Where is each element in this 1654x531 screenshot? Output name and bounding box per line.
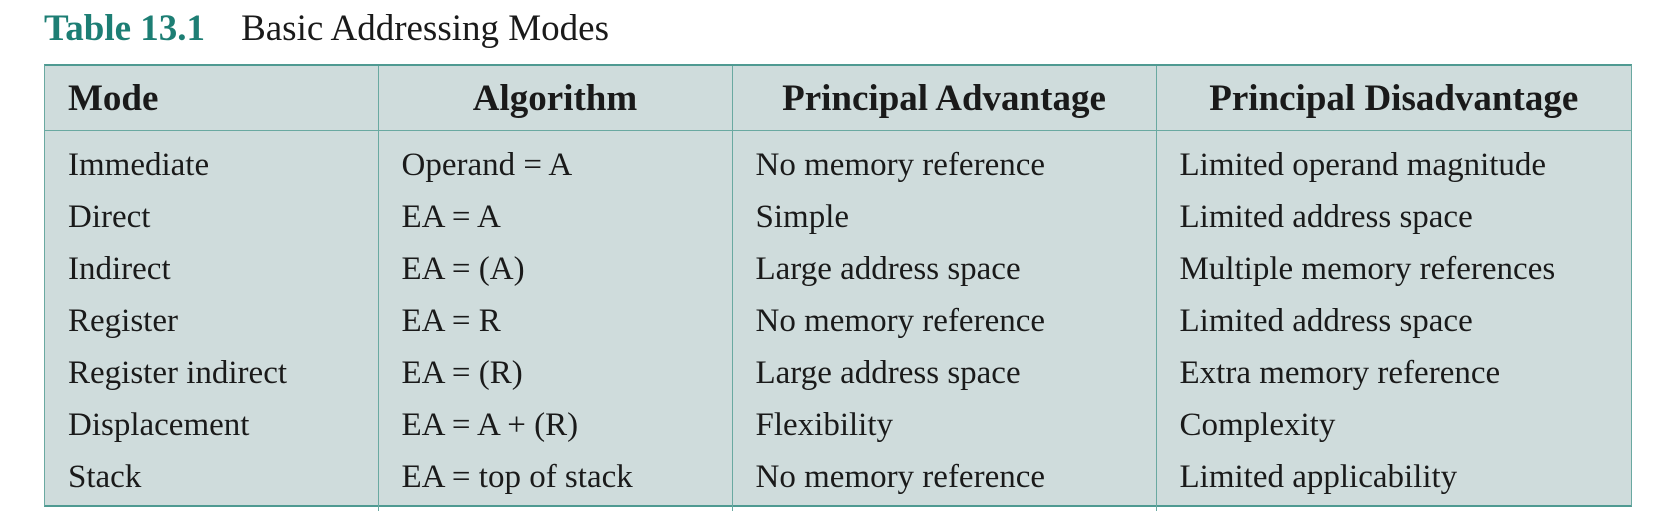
header-algorithm: Algorithm xyxy=(377,66,732,131)
table-row: Direct EA = A Simple Limited address spa… xyxy=(45,191,1631,243)
table: Mode Algorithm Principal Advantage Princ… xyxy=(45,66,1631,511)
cell-disadvantage: Multiple memory references xyxy=(1155,243,1631,295)
cell-advantage: No memory reference xyxy=(731,130,1156,191)
cell-algorithm: Operand = A xyxy=(377,130,732,191)
cell-mode: Register xyxy=(68,302,178,339)
cell-advantage: No memory reference xyxy=(731,451,1156,511)
cell-algorithm: EA = (A) xyxy=(377,243,732,295)
addressing-modes-table: Mode Algorithm Principal Advantage Princ… xyxy=(44,64,1632,511)
table-row: Immediate Operand = A No memory referenc… xyxy=(45,130,1631,191)
header-principal-disadvantage: Principal Disadvantage xyxy=(1155,66,1631,131)
table-row: Register EA = R No memory reference Limi… xyxy=(45,295,1631,347)
table-row: Stack EA = top of stack No memory refere… xyxy=(45,451,1631,511)
header-mode: Mode xyxy=(45,66,378,131)
header-row: Mode Algorithm Principal Advantage Princ… xyxy=(45,66,1631,131)
cell-disadvantage: Limited applicability xyxy=(1155,451,1631,511)
table-caption: Table 13.1 Basic Addressing Modes xyxy=(44,4,609,54)
table-body: Immediate Operand = A No memory referenc… xyxy=(45,130,1631,511)
cell-mode: Direct xyxy=(68,198,151,235)
cell-disadvantage: Complexity xyxy=(1155,399,1631,451)
cell-disadvantage: Extra memory reference xyxy=(1155,347,1631,399)
cell-algorithm: EA = R xyxy=(377,295,732,347)
table-title: Basic Addressing Modes xyxy=(241,8,609,49)
cell-algorithm: EA = top of stack xyxy=(377,451,732,511)
cell-mode: Indirect xyxy=(68,250,171,287)
cell-mode: Register indirect xyxy=(68,354,288,391)
cell-advantage: No memory reference xyxy=(731,295,1156,347)
header-principal-advantage: Principal Advantage xyxy=(731,66,1156,131)
table-number: Table 13.1 xyxy=(44,8,206,49)
cell-advantage: Large address space xyxy=(731,347,1156,399)
cell-advantage: Flexibility xyxy=(731,399,1156,451)
cell-advantage: Simple xyxy=(731,191,1156,243)
table-row: Indirect EA = (A) Large address space Mu… xyxy=(45,243,1631,295)
cell-disadvantage: Limited address space xyxy=(1155,295,1631,347)
cell-mode: Stack xyxy=(68,458,142,495)
table-row: Displacement EA = A + (R) Flexibility Co… xyxy=(45,399,1631,451)
cell-mode: Immediate xyxy=(68,146,210,183)
table-row: Register indirect EA = (R) Large address… xyxy=(45,347,1631,399)
cell-mode: Displacement xyxy=(68,406,250,443)
cell-disadvantage: Limited address space xyxy=(1155,191,1631,243)
cell-disadvantage: Limited operand magnitude xyxy=(1155,130,1631,191)
cell-advantage: Large address space xyxy=(731,243,1156,295)
cell-algorithm: EA = (R) xyxy=(377,347,732,399)
cell-algorithm: EA = A + (R) xyxy=(377,399,732,451)
cell-algorithm: EA = A xyxy=(377,191,732,243)
table-header: Mode Algorithm Principal Advantage Princ… xyxy=(45,66,1631,131)
